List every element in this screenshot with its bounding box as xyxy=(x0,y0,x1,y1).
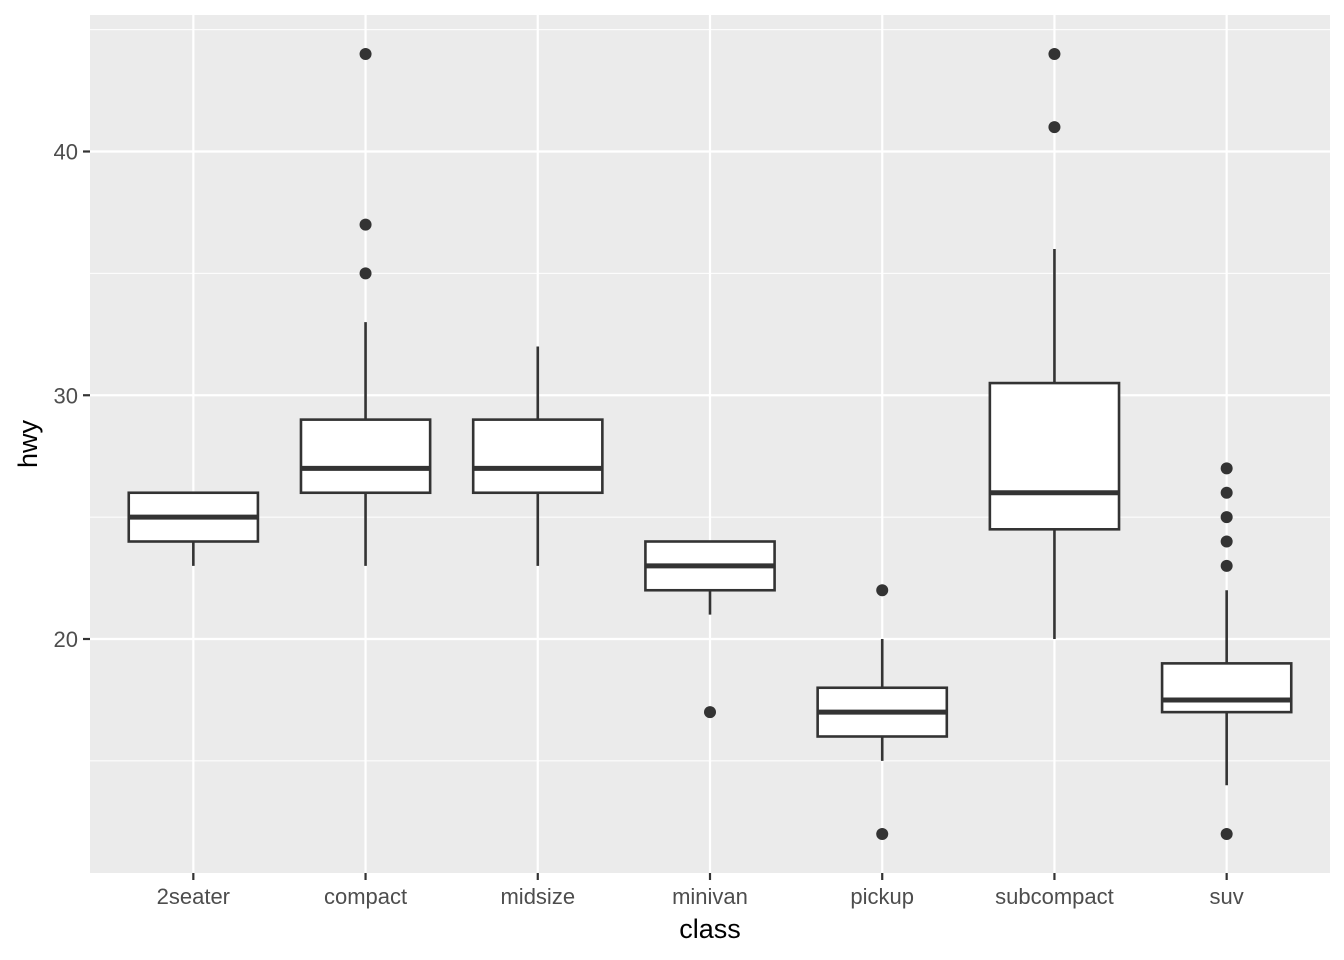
outlier-point xyxy=(1220,511,1233,524)
x-tick-label: subcompact xyxy=(995,884,1114,909)
x-tick-label: minivan xyxy=(672,884,748,909)
outlier-point xyxy=(876,584,889,597)
outlier-point xyxy=(876,828,889,840)
x-tick-label: compact xyxy=(324,884,407,909)
y-tick-label: 30 xyxy=(54,383,78,408)
outlier-point xyxy=(359,218,372,231)
x-tick-label: midsize xyxy=(500,884,575,909)
box-pickup xyxy=(816,584,949,840)
x-tick-label: suv xyxy=(1210,884,1244,909)
box-suv xyxy=(1160,462,1293,840)
outlier-point xyxy=(359,48,372,60)
outlier-point xyxy=(1220,535,1233,548)
box-2seater xyxy=(127,491,260,566)
y-axis-title: hwy xyxy=(13,419,43,468)
box-subcompact xyxy=(988,48,1121,639)
box-compact xyxy=(299,48,432,566)
box-midsize xyxy=(471,346,604,566)
outlier-point xyxy=(1220,486,1233,499)
outlier-point xyxy=(1048,48,1061,60)
outlier-point xyxy=(1220,828,1233,840)
box-iqr xyxy=(299,418,432,495)
axes: 20 30 40 2seater compact midsize minivan pickup… xyxy=(54,140,1244,910)
x-axis-title: class xyxy=(679,914,741,944)
outlier-point xyxy=(1220,559,1233,572)
outlier-point xyxy=(1220,462,1233,475)
y-tick-label: 20 xyxy=(54,627,78,652)
y-tick-label: 40 xyxy=(54,140,78,165)
box-iqr xyxy=(471,418,604,495)
x-tick-label: pickup xyxy=(850,884,914,909)
box-iqr xyxy=(1160,662,1293,714)
x-tick-label: 2seater xyxy=(157,884,230,909)
outlier-point xyxy=(704,706,716,719)
outlier-point xyxy=(359,267,372,280)
box-iqr xyxy=(988,381,1121,531)
box-minivan xyxy=(644,540,776,719)
box-marks xyxy=(127,48,1293,840)
outlier-point xyxy=(1048,121,1061,134)
